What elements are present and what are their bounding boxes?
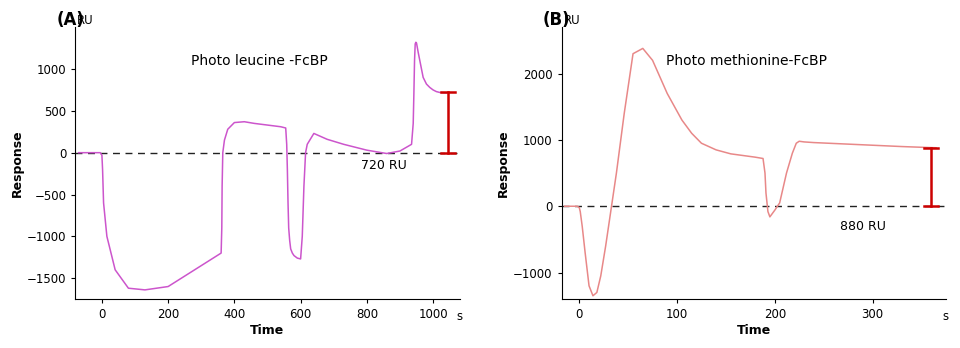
Text: RU: RU [78,14,94,27]
Text: (A): (A) [57,11,84,29]
Y-axis label: Response: Response [12,129,24,197]
Text: (B): (B) [542,11,570,29]
X-axis label: Time: Time [251,324,284,337]
X-axis label: Time: Time [736,324,771,337]
Text: Photo leucine -FcBP: Photo leucine -FcBP [191,54,328,68]
Text: s: s [943,310,948,323]
Text: 720 RU: 720 RU [361,159,406,172]
Text: s: s [457,310,463,323]
Y-axis label: Response: Response [497,129,511,197]
Text: RU: RU [564,14,580,27]
Text: Photo methionine-FcBP: Photo methionine-FcBP [665,54,827,68]
Text: 880 RU: 880 RU [840,220,886,232]
